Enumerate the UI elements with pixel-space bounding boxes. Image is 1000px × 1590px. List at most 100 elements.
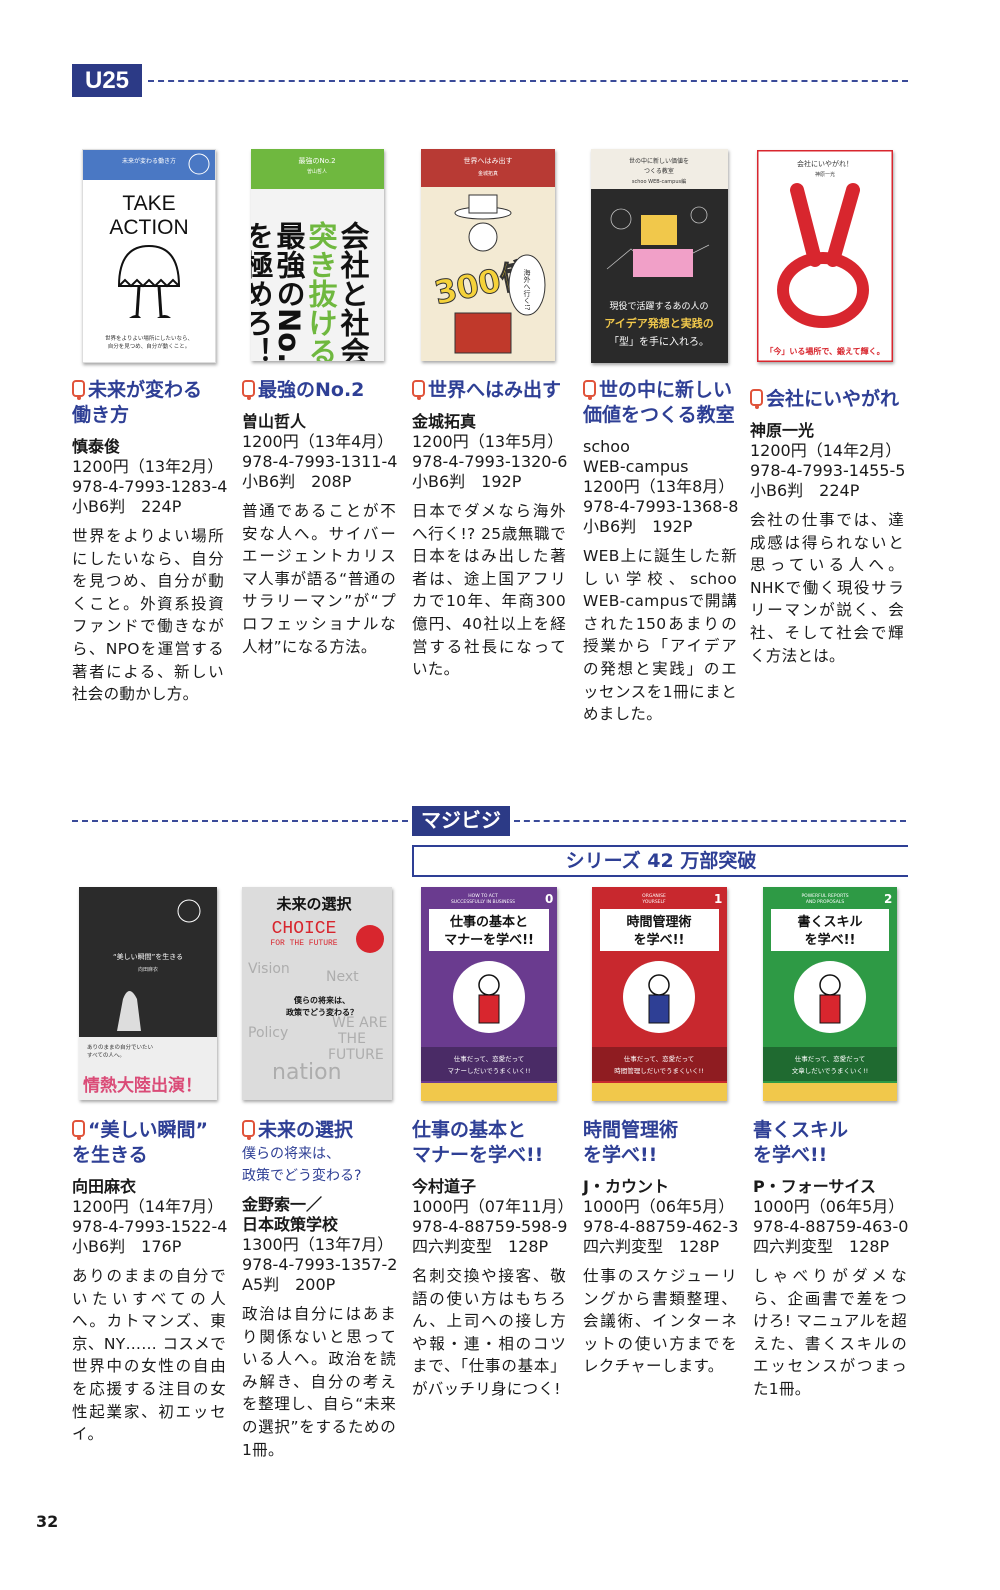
book-cover-10[interactable]: 2 POWERFUL REPORTS AND PROPOSALS 書くスキル を… [763, 887, 897, 1101]
svg-text:Policy: Policy [248, 1025, 288, 1041]
book-4-author-line2: WEB-campus [583, 457, 689, 476]
book-6-author: 向田麻衣 [72, 1177, 137, 1196]
book-9-author: J・カウント [583, 1177, 669, 1196]
book-10: 書くスキル を学べ!! P・フォーサイス 1000円（06年5月） 978-4-8… [753, 1118, 911, 1401]
book-2-isbn: 978-4-7993-1311-4 [242, 452, 398, 471]
book-1-title[interactable]: 未来が変わる 働き方 [72, 379, 203, 426]
pin-icon [72, 1120, 85, 1140]
svg-text:仕事だって、恋愛だって: 仕事だって、恋愛だって [624, 1054, 695, 1063]
book-3-title[interactable]: 世界へはみ出す [412, 378, 570, 403]
book-cover-6[interactable]: “美しい瞬間”を生きる 向田麻衣 ありのままの自分でいたい すべての人へ。 情熱… [79, 887, 217, 1100]
book-cover-4[interactable]: 世の中に新しい価値を つくる教室 schoo WEB-campus編 現役で活躍… [591, 149, 728, 363]
pin-icon [242, 380, 255, 400]
book-cover-7[interactable]: 未来の選択 CHOICE FOR THE FUTURE Vision Next P… [242, 887, 392, 1100]
book-1: 未来が変わる 働き方 慎泰俊 1200円（13年2月） 978-4-7993-12… [72, 378, 230, 706]
book-4-desc: WEB上に誕生した新しい学校、schoo WEB-campusで開講された150… [583, 547, 737, 724]
book-1-price: 1200円（13年2月） [72, 457, 224, 476]
svg-text:金城拓真: 金城拓真 [478, 170, 498, 177]
book-cover-8[interactable]: 0 HOW TO ACT SUCCESSFULLY IN BUSINESS 仕事… [421, 887, 557, 1101]
pin-icon [583, 380, 596, 400]
book-6-title[interactable]: “美しい瞬間” を生きる [72, 1119, 208, 1166]
book-3-isbn: 978-4-7993-1320-6 [412, 452, 568, 471]
book-6-format: 小B6判 176P [72, 1237, 182, 1256]
book-1-author: 慎泰俊 [72, 437, 121, 456]
cover-9-num: 1 [714, 892, 722, 906]
book-3-desc: 日本でダメなら海外へ行く!? 25歳無職で日本をはみ出した著者は、途上国アフリカ… [412, 502, 566, 679]
book-4-title[interactable]: 世の中に新しい 価値をつくる教室 [583, 379, 735, 426]
svg-text:FUTURE: FUTURE [328, 1047, 384, 1063]
book-10-desc: しゃべりがダメなら、企画書で差をつけろ! マニュアルを超えた、書くスキルのエッセ… [753, 1267, 907, 1398]
book-cover-3[interactable]: 世界へはみ出す 金城拓真 300億 海外へ行く!? [421, 149, 555, 361]
book-10-title[interactable]: 書くスキル を学べ!! [753, 1119, 849, 1166]
book-cover-5[interactable]: 会社にいやがれ！ 神原一光 「今」いる場所で、鍛えて輝く。 [757, 150, 893, 362]
cover-5-small: 会社にいやがれ！ [797, 159, 853, 168]
cover-1-small: 未来が変わる働き方 [122, 157, 176, 165]
book-1-desc: 世界をよりよい場所にしたいなら、自分を見つめ、自分が動くこと。外資系投資ファンド… [72, 527, 224, 704]
svg-text:ACTION: ACTION [109, 216, 188, 239]
book-7-title[interactable]: 未来の選択 [242, 1118, 400, 1143]
svg-text:アイデア発想と実践の: アイデア発想と実践の [604, 316, 713, 330]
book-4: 世の中に新しい 価値をつくる教室 schoo WEB-campus 1200円（1… [583, 378, 741, 726]
book-7-desc: 政治は自分にはあまり関係ないと思っている人へ。政治を読み解き、自分の考えを整理し… [242, 1305, 396, 1459]
cover-6-foot: 情熱大陸出演！ [83, 1075, 202, 1096]
book-8-format: 四六判変型 128P [412, 1237, 549, 1256]
book-6-isbn: 978-4-7993-1522-4 [72, 1217, 228, 1236]
svg-text:向田麻衣: 向田麻衣 [138, 966, 158, 973]
book-cover-1[interactable]: 未来が変わる働き方 TAKE ACTION 世界をよりよい場所にしたいなら、 自… [82, 149, 216, 363]
book-3-price: 1200円（13年5月） [412, 432, 564, 451]
cover-2-small: 最強のNo.2 [298, 157, 335, 165]
cover-6-small: “美しい瞬間”を生きる [113, 952, 183, 961]
book-3-format: 小B6判 192P [412, 472, 522, 491]
book-10-author: P・フォーサイス [753, 1177, 876, 1196]
svg-text:YOURSELF: YOURSELF [641, 899, 666, 905]
svg-text:SUCCESSFULLY IN BUSINESS: SUCCESSFULLY IN BUSINESS [451, 899, 515, 905]
svg-text:曽山哲人: 曽山哲人 [307, 168, 327, 175]
svg-text:を学べ!!: を学べ!! [805, 932, 856, 948]
book-5-title[interactable]: 会社にいやがれ [750, 387, 908, 412]
section-divider-majibiji-left [72, 820, 408, 822]
book-9-isbn: 978-4-88759-462-3 [583, 1217, 739, 1236]
svg-text:時間管理しだいでうまくいく!!: 時間管理しだいでうまくいく!! [614, 1066, 704, 1075]
book-10-format: 四六判変型 128P [753, 1237, 890, 1256]
pin-icon [242, 1120, 255, 1140]
svg-text:を学べ!!: を学べ!! [634, 932, 685, 948]
book-2-author: 曽山哲人 [242, 412, 307, 431]
svg-text:つくる教室: つくる教室 [644, 167, 674, 175]
book-2-price: 1200円（13年4月） [242, 432, 394, 451]
cover-5-foot: 「今」いる場所で、鍛えて輝く。 [765, 346, 884, 356]
book-2-title[interactable]: 最強のNo.2 [242, 378, 400, 403]
book-5-isbn: 978-4-7993-1455-5 [750, 461, 906, 480]
book-4-isbn: 978-4-7993-1368-8 [583, 497, 739, 516]
svg-text:HOW TO ACT: HOW TO ACT [468, 893, 498, 899]
book-9-title[interactable]: 時間管理術 を学べ!! [583, 1119, 679, 1166]
book-5-author: 神原一光 [750, 421, 815, 440]
cover-7-small: 未来の選択 [275, 895, 352, 913]
svg-text:突き抜ける: 突き抜ける [304, 220, 338, 361]
svg-text:会社と社会で: 会社と社会で [336, 221, 370, 361]
cover-10-big: 書くスキル [797, 914, 862, 930]
book-9-price: 1000円（06年5月） [583, 1197, 735, 1216]
book-5-format: 小B6判 224P [750, 481, 860, 500]
book-5-desc: 会社の仕事では、達成感は得られないと思っている人へ。NHKで働く現役サラリーマン… [750, 511, 904, 665]
svg-text:WE ARE: WE ARE [332, 1015, 387, 1031]
book-8-price: 1000円（07年11月） [412, 1197, 574, 1216]
book-8-author: 今村道子 [412, 1177, 477, 1196]
book-7-format: A5判 200P [242, 1275, 336, 1294]
pin-icon [72, 380, 85, 400]
cover-4-small: 世の中に新しい価値を [629, 157, 689, 165]
section-label-u25: U25 [72, 64, 142, 97]
book-2-format: 小B6判 208P [242, 472, 352, 491]
svg-text:最強のNo.2: 最強のNo.2 [272, 221, 306, 361]
cover-3-small: 世界へはみ出す [464, 156, 513, 165]
book-cover-9[interactable]: 1 ORGANISE YOURSELF 時間管理術 を学べ!! 仕事だって、恋愛… [592, 887, 727, 1101]
book-7: 未来の選択 僕らの将来は、 政策でどう変わる? 金野索一／ 日本政策学校 1300… [242, 1118, 400, 1461]
book-8-title[interactable]: 仕事の基本と マナーを学べ!! [412, 1119, 544, 1166]
svg-text:海外へ行く!?: 海外へ行く!? [523, 268, 531, 311]
book-5-price: 1200円（14年2月） [750, 441, 902, 460]
svg-text:文章しだいでうまくいく!!: 文章しだいでうまくいく!! [792, 1066, 869, 1075]
svg-text:AND PROPOSALS: AND PROPOSALS [806, 899, 845, 905]
book-2-desc: 普通であることが不安な人へ。サイバーエージェントカリスマ人事が語る“普通のサラリ… [242, 502, 396, 656]
book-cover-2[interactable]: 最強のNo.2 曽山哲人 会社と社会で 突き抜ける 最強のNo.2 を極めろ！ [251, 149, 384, 361]
book-1-format: 小B6判 224P [72, 497, 182, 516]
svg-text:すべての人へ。: すべての人へ。 [87, 1052, 125, 1059]
